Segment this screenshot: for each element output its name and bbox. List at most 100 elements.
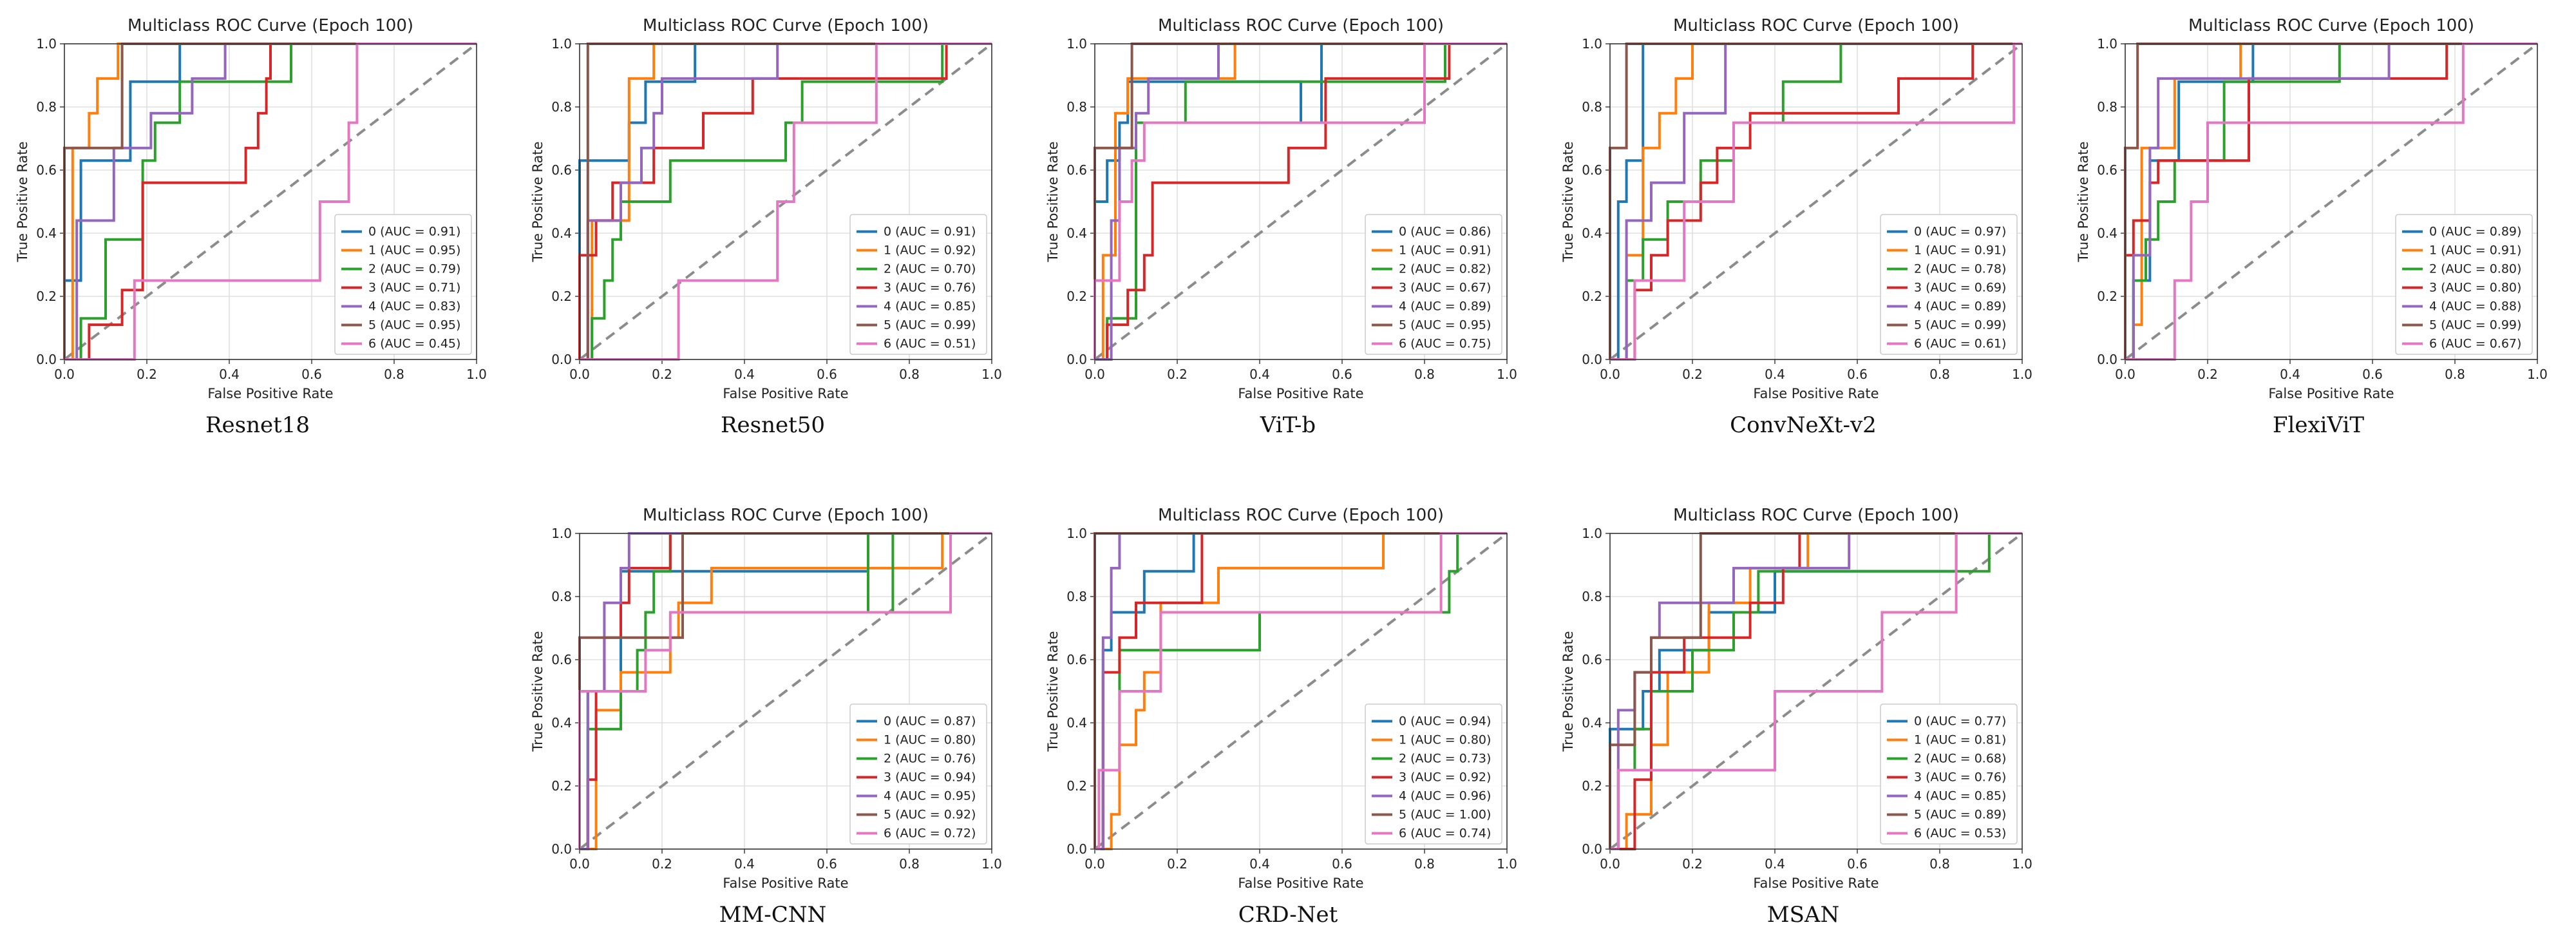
x-tick-label: 0.2: [652, 856, 672, 872]
x-tick-label: 0.2: [137, 367, 157, 382]
roc-curve-class-4: [580, 532, 992, 850]
plot-frame: [579, 43, 992, 360]
roc-curve-class-1: [64, 43, 477, 361]
roc-curve-class-4: [1095, 43, 1507, 361]
legend-entry-class-0: 0 (AUC = 0.87): [884, 714, 976, 729]
roc-curve-class-4: [1610, 43, 2022, 361]
chart-title: Multiclass ROC Curve (Epoch 100): [1158, 506, 1444, 525]
roc-curve-class-0: [63, 43, 477, 359]
legend-entry-class-3: 3 (AUC = 0.76): [1914, 770, 2006, 785]
model-caption: ConvNeXt-v2: [1730, 412, 1877, 438]
y-tick-label: 0.0: [551, 352, 572, 367]
chart-title: Multiclass ROC Curve (Epoch 100): [128, 16, 413, 35]
legend-entry-class-3: 3 (AUC = 0.71): [368, 281, 460, 295]
x-tick-label: 0.6: [817, 367, 837, 382]
x-tick-label: 0.4: [1765, 367, 1785, 382]
x-tick-label: 1.0: [981, 367, 1002, 382]
legend-entry-class-4: 4 (AUC = 0.88): [2429, 300, 2521, 314]
y-axis-label: True Positive Rate: [1045, 141, 1061, 262]
legend-entry-class-0: 0 (AUC = 0.94): [1399, 714, 1491, 729]
roc-curve-class-0: [578, 43, 992, 359]
legend-entry-class-4: 4 (AUC = 0.95): [884, 789, 976, 803]
x-axis-label: False Positive Rate: [723, 386, 848, 401]
legend-entry-class-3: 3 (AUC = 0.92): [1399, 770, 1491, 785]
x-tick-label: 0.0: [569, 856, 590, 872]
legend-entry-class-3: 3 (AUC = 0.94): [884, 770, 976, 785]
x-tick-label: 0.0: [54, 367, 75, 382]
legend-entry-class-5: 5 (AUC = 0.99): [1914, 318, 2006, 332]
roc-panel: Multiclass ROC Curve (Epoch 100) 0.0 0.0 0.…: [2061, 0, 2576, 451]
x-tick-label: 0.2: [652, 367, 672, 382]
plot-frame: [1609, 533, 2023, 850]
plot-frame: [64, 43, 477, 360]
y-tick-label: 1.0: [551, 36, 572, 52]
plot-frame: [579, 533, 992, 850]
x-tick-label: 0.8: [1414, 856, 1435, 872]
y-axis-label: True Positive Rate: [1560, 141, 1576, 262]
roc-curve-class-5: [1609, 532, 2022, 849]
y-tick-label: 0.8: [1066, 99, 1087, 115]
y-tick-label: 0.8: [1066, 589, 1087, 604]
legend-entry-class-1: 1 (AUC = 0.91): [2429, 244, 2521, 258]
plot-frame: [2125, 43, 2538, 360]
legend-box: [2395, 214, 2533, 355]
model-caption: MSAN: [1766, 902, 1840, 928]
model-caption: FlexiViT: [2272, 412, 2365, 438]
chance-diagonal-line: [1094, 43, 1508, 361]
x-tick-label: 0.2: [2197, 367, 2218, 382]
legend-entry-class-6: 6 (AUC = 0.61): [1914, 337, 2006, 351]
y-axis-label: True Positive Rate: [2076, 141, 2091, 262]
y-tick-label: 0.8: [1582, 99, 1602, 115]
y-tick-label: 0.0: [1066, 352, 1087, 367]
x-tick-label: 0.8: [899, 367, 920, 382]
chart-title: Multiclass ROC Curve (Epoch 100): [643, 16, 929, 35]
roc-panel: Multiclass ROC Curve (Epoch 100) 0.0 0.0 0.…: [515, 490, 1030, 941]
legend-entry-class-4: 4 (AUC = 0.85): [884, 300, 976, 314]
legend-entry-class-6: 6 (AUC = 0.67): [2429, 337, 2521, 351]
y-tick-label: 0.6: [551, 652, 572, 667]
plot-frame: [1094, 43, 1508, 360]
legend-entry-class-1: 1 (AUC = 0.91): [1399, 244, 1491, 258]
y-tick-label: 0.2: [551, 289, 572, 304]
y-tick-label: 0.2: [551, 778, 572, 794]
x-tick-label: 0.4: [734, 856, 755, 872]
chart-title: Multiclass ROC Curve (Epoch 100): [1673, 506, 1959, 525]
x-tick-label: 1.0: [2012, 367, 2032, 382]
y-tick-label: 0.4: [1066, 225, 1087, 241]
plot-frame: [1094, 533, 1508, 850]
legend-entry-class-2: 2 (AUC = 0.82): [1399, 262, 1491, 276]
y-tick-label: 0.2: [1066, 778, 1087, 794]
chance-diagonal-line: [578, 532, 993, 850]
y-tick-label: 0.6: [1582, 162, 1602, 178]
roc-panel: Multiclass ROC Curve (Epoch 100) 0.0 0.0 0.…: [1546, 0, 2061, 451]
roc-panel: Multiclass ROC Curve (Epoch 100) 0.0 0.0 0.…: [1030, 0, 1546, 451]
legend-entry-class-1: 1 (AUC = 0.95): [368, 244, 460, 258]
roc-chart-svg: Multiclass ROC Curve (Epoch 100) 0.00.0 0.…: [1045, 16, 1517, 401]
legend-entry-class-2: 2 (AUC = 0.76): [884, 752, 976, 766]
y-tick-label: 0.2: [1582, 289, 1602, 304]
x-tick-label: 0.0: [1600, 856, 1620, 872]
legend-entry-class-2: 2 (AUC = 0.78): [1914, 262, 2006, 276]
legend-entry-class-6: 6 (AUC = 0.51): [884, 337, 976, 351]
legend-entry-class-5: 5 (AUC = 0.99): [2429, 318, 2521, 332]
legend-entry-class-4: 4 (AUC = 0.85): [1914, 789, 2006, 803]
roc-panel: Multiclass ROC Curve (Epoch 100) 0.0 0.0 0.…: [1030, 490, 1546, 941]
roc-curve-class-6: [578, 532, 992, 849]
legend-box: [1365, 214, 1502, 355]
x-tick-label: 1.0: [2012, 856, 2032, 872]
roc-curve-class-4: [2125, 43, 2537, 361]
legend-entry-class-6: 6 (AUC = 0.72): [884, 827, 976, 841]
roc-curve-class-2: [580, 43, 992, 361]
x-tick-label: 0.6: [1332, 367, 1352, 382]
legend-box: [1365, 703, 1502, 845]
x-axis-label: False Positive Rate: [207, 386, 333, 401]
x-tick-label: 0.4: [1249, 367, 1270, 382]
y-tick-label: 0.8: [2097, 99, 2117, 115]
legend-entry-class-5: 5 (AUC = 0.92): [884, 808, 976, 822]
y-tick-label: 0.6: [551, 162, 572, 178]
y-tick-label: 0.2: [36, 289, 57, 304]
y-axis-label: True Positive Rate: [530, 141, 545, 262]
y-tick-label: 0.8: [551, 589, 572, 604]
chart-title: Multiclass ROC Curve (Epoch 100): [643, 506, 929, 525]
x-tick-label: 0.2: [1682, 856, 1703, 872]
